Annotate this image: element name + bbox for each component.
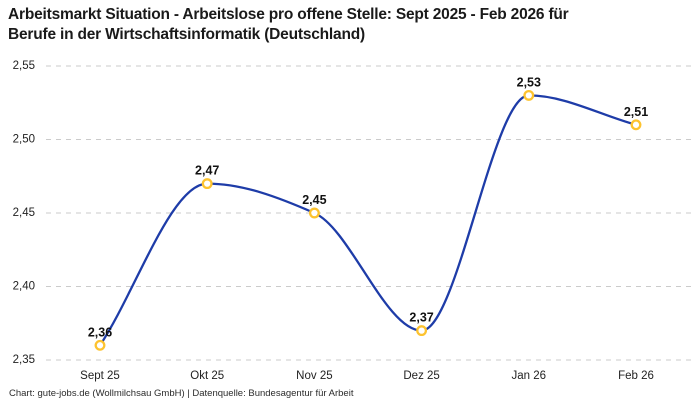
data-point-marker[interactable] bbox=[308, 207, 320, 219]
y-axis-tick-label: 2,35 bbox=[13, 354, 35, 366]
data-point-marker[interactable] bbox=[416, 325, 428, 337]
data-point-label: 2,53 bbox=[517, 75, 541, 89]
data-point-label: 2,45 bbox=[302, 193, 326, 207]
chart-credit: Chart: gute-jobs.de (Wollmilchsau GmbH) … bbox=[9, 388, 354, 399]
data-point-marker[interactable] bbox=[523, 89, 535, 101]
x-axis-tick-label: Jan 26 bbox=[512, 370, 547, 382]
series-line bbox=[98, 94, 638, 347]
data-point-label: 2,47 bbox=[195, 164, 219, 178]
data-point-marker[interactable] bbox=[630, 119, 642, 131]
page-title-line-2: Berufe in der Wirtschaftsinformatik (Deu… bbox=[8, 26, 365, 43]
x-axis-tick-label: Feb 26 bbox=[618, 370, 654, 382]
y-axis-tick-label: 2,40 bbox=[13, 281, 35, 293]
page-title: Arbeitsmarkt Situation - Arbeitslose pro… bbox=[8, 5, 692, 45]
x-axis-tick-label: Nov 25 bbox=[296, 370, 332, 382]
x-axis-tick-label: Okt 25 bbox=[190, 370, 224, 382]
y-axis-tick-label: 2,50 bbox=[13, 134, 35, 146]
data-point-marker[interactable] bbox=[94, 339, 106, 351]
data-point-label: 2,36 bbox=[88, 325, 112, 339]
page-title-line-1: Arbeitsmarkt Situation - Arbeitslose pro… bbox=[8, 6, 569, 23]
x-axis-tick-label: Dez 25 bbox=[403, 370, 439, 382]
data-point-label: 2,37 bbox=[409, 311, 433, 325]
x-axis-tick-label: Sept 25 bbox=[80, 370, 120, 382]
data-point-marker[interactable] bbox=[201, 178, 213, 190]
y-axis-tick-label: 2,55 bbox=[13, 60, 35, 72]
y-axis-tick-label: 2,45 bbox=[13, 207, 35, 219]
data-point-label: 2,51 bbox=[624, 105, 648, 119]
